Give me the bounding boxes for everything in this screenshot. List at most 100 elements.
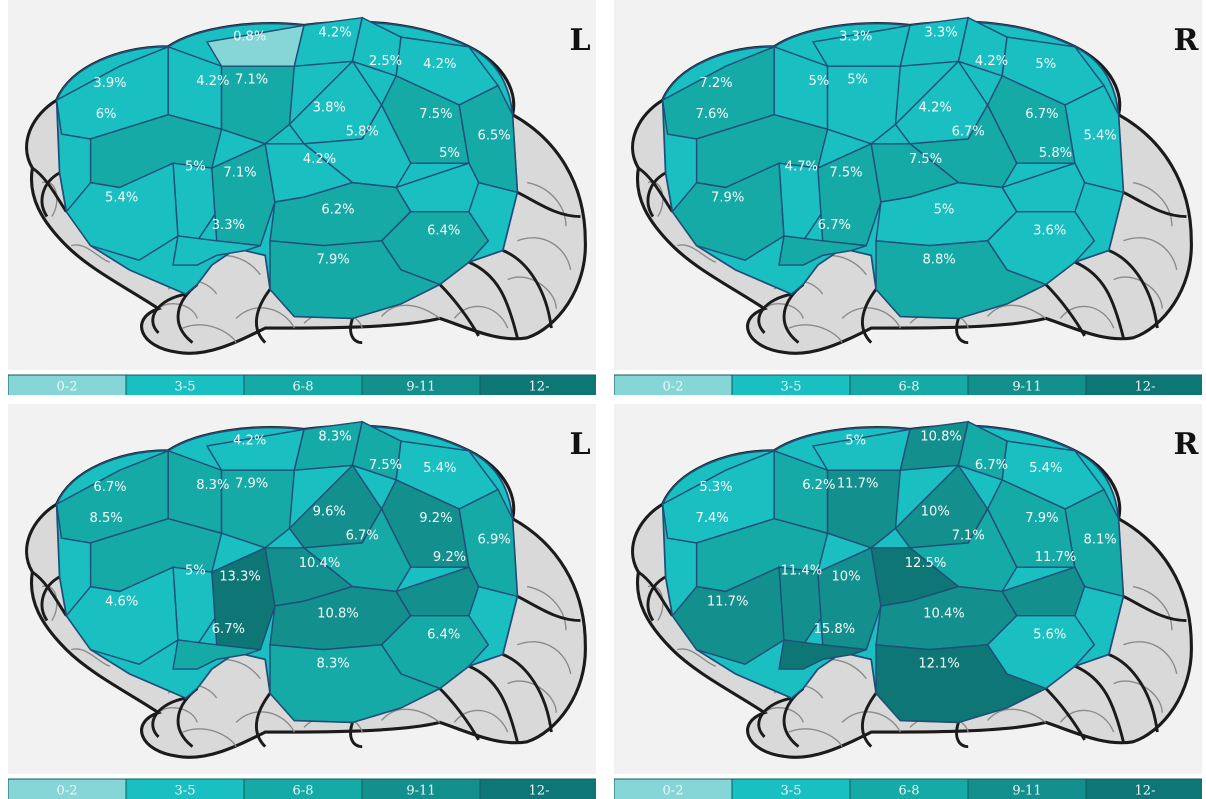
gyrus-line <box>1059 305 1115 329</box>
region-percent-label: 5% <box>439 146 460 161</box>
region-percent-label: 5.8% <box>1039 146 1072 161</box>
region-percent-label: 10.8% <box>317 606 359 621</box>
region-percent-label: 5.8% <box>346 125 379 140</box>
brain-map-svg: 0.8% 4.2% 2.5% 4.2% 3.9% 4.2% 7.1% 6% 3.8% 7.5% 5.… <box>8 0 596 395</box>
legend-label: 12- <box>529 784 550 799</box>
lobe-boundary <box>31 166 68 213</box>
legend-swatch <box>479 778 596 799</box>
region-percent-label: 10.4% <box>299 556 341 571</box>
region-percent-label: 5% <box>185 564 206 579</box>
legend-label: 0-2 <box>663 784 684 799</box>
region-percent-label: 7.9% <box>1025 511 1058 526</box>
lobe-boundary <box>40 171 61 218</box>
gyrus-line <box>1113 680 1163 713</box>
cortical-region <box>65 566 179 665</box>
cortical-region <box>671 162 785 261</box>
gyrus-line <box>507 680 557 713</box>
cortical-region <box>220 469 296 549</box>
region-percent-label: 7.5% <box>369 458 402 473</box>
region-percent-label: 6.4% <box>427 224 460 239</box>
legend-swatch <box>479 374 596 395</box>
legend-label: 9-11 <box>406 784 435 799</box>
cortical-region <box>172 235 261 266</box>
cortical-region <box>986 478 1076 568</box>
region-percent-label: 11.7% <box>707 595 749 610</box>
region-percent-label: 11.7% <box>837 476 879 491</box>
region-percent-label: 7.5% <box>909 152 942 167</box>
color-legend: 0-2 3-5 6-8 9-11 12- <box>614 374 1202 395</box>
region-percent-label: 6.7% <box>975 458 1008 473</box>
region-percent-label: 9.2% <box>419 511 452 526</box>
legend-label: 0-2 <box>57 380 78 395</box>
region-percent-label: 6.9% <box>478 533 511 548</box>
region-percent-label: 7.6% <box>696 107 729 122</box>
region-percent-label: 8.1% <box>1084 533 1117 548</box>
legend-label: 3-5 <box>175 380 196 395</box>
region-percent-label: 4.2% <box>919 100 952 115</box>
lobe-boundary <box>516 594 581 623</box>
gyrus-line <box>841 711 901 733</box>
region-percent-label: 3.3% <box>212 218 245 233</box>
region-percent-label: 7.9% <box>711 191 744 206</box>
cortical-region <box>220 65 296 145</box>
region-percent-label: 7.1% <box>952 529 985 544</box>
legend-label: 9-11 <box>406 380 435 395</box>
brain-map-svg: 3.3% 3.3%4.2% 5%7.2% 5% 5%7.6% 4.2% 6.7%6.7% 5.… <box>614 0 1202 395</box>
region-percent-label: 10% <box>831 569 860 584</box>
brain-map-svg: 4.2% 8.3% 7.5% 5.4% 6.7% 8.3% 7.9% 8.5% 9.6% 9.2%… <box>8 404 596 799</box>
gyrus-line <box>517 641 572 675</box>
hemisphere-label: L <box>569 427 590 462</box>
region-percent-label: 5% <box>845 434 866 449</box>
legend-label: 0-2 <box>57 784 78 799</box>
region-percent-label: 10% <box>921 504 950 519</box>
region-percent-label: 5.4% <box>1084 129 1117 144</box>
legend-label: 9-11 <box>1012 380 1041 395</box>
hemisphere-label: R <box>1174 23 1200 58</box>
region-percent-label: 0.8% <box>233 30 266 45</box>
legend-label: 3-5 <box>781 380 802 395</box>
brain-map-svg: 5% 10.8%6.7% 5.4%5.3% 6.2% 11.7%7.4% 10% 7.9%7… <box>614 404 1202 799</box>
lobe-boundary <box>1074 664 1125 743</box>
region-percent-label: 3.3% <box>924 26 957 41</box>
cortical-region <box>986 74 1076 164</box>
gyrus-line <box>788 728 843 748</box>
region-percent-label: 7.1% <box>223 165 256 180</box>
cortical-region <box>778 235 867 266</box>
region-percent-label: 12.5% <box>905 556 947 571</box>
cortical-region <box>817 546 882 651</box>
region-percent-label: 7.4% <box>696 511 729 526</box>
lobe-boundary <box>757 696 792 738</box>
region-percent-label: 7.2% <box>699 76 732 91</box>
region-percent-label: 5% <box>808 74 829 89</box>
region-percent-label: 4.2% <box>975 54 1008 69</box>
cortical-region <box>826 469 902 549</box>
region-percent-label: 4.2% <box>318 26 351 41</box>
lobe-boundary <box>349 317 363 345</box>
region-percent-label: 6.5% <box>478 129 511 144</box>
lobe-boundary <box>1044 687 1086 741</box>
lobe-boundary <box>31 570 68 617</box>
legend-label: 6-8 <box>899 784 920 799</box>
brain-panel-top-left: 0.8% 4.2% 2.5% 4.2% 3.9% 4.2% 7.1% 6% 3.8% 7.5% 5.… <box>8 0 596 395</box>
legend-swatch <box>1085 374 1202 395</box>
cortical-region <box>380 74 470 164</box>
region-percent-label: 5% <box>185 160 206 175</box>
region-percent-label: 4.2% <box>303 152 336 167</box>
lobe-boundary <box>438 687 480 741</box>
region-percent-label: 11.4% <box>781 564 823 579</box>
cortical-region <box>269 240 442 320</box>
lobe-boundary <box>860 692 878 748</box>
region-percent-label: 6.2% <box>802 478 835 493</box>
lobe-boundary <box>151 292 186 334</box>
region-percent-label: 2.5% <box>369 54 402 69</box>
region-percent-label: 6.7% <box>818 218 851 233</box>
gyrus-line <box>987 708 1047 723</box>
region-percent-label: 4.2% <box>423 57 456 72</box>
region-percent-label: 7.9% <box>316 253 349 268</box>
lobe-boundary <box>502 249 553 329</box>
lobe-boundary <box>860 288 878 344</box>
legend-label: 12- <box>1135 784 1156 799</box>
legend-swatch <box>1085 778 1202 799</box>
color-legend: 0-2 3-5 6-8 9-11 12- <box>8 374 596 395</box>
lobe-boundary <box>349 721 363 749</box>
